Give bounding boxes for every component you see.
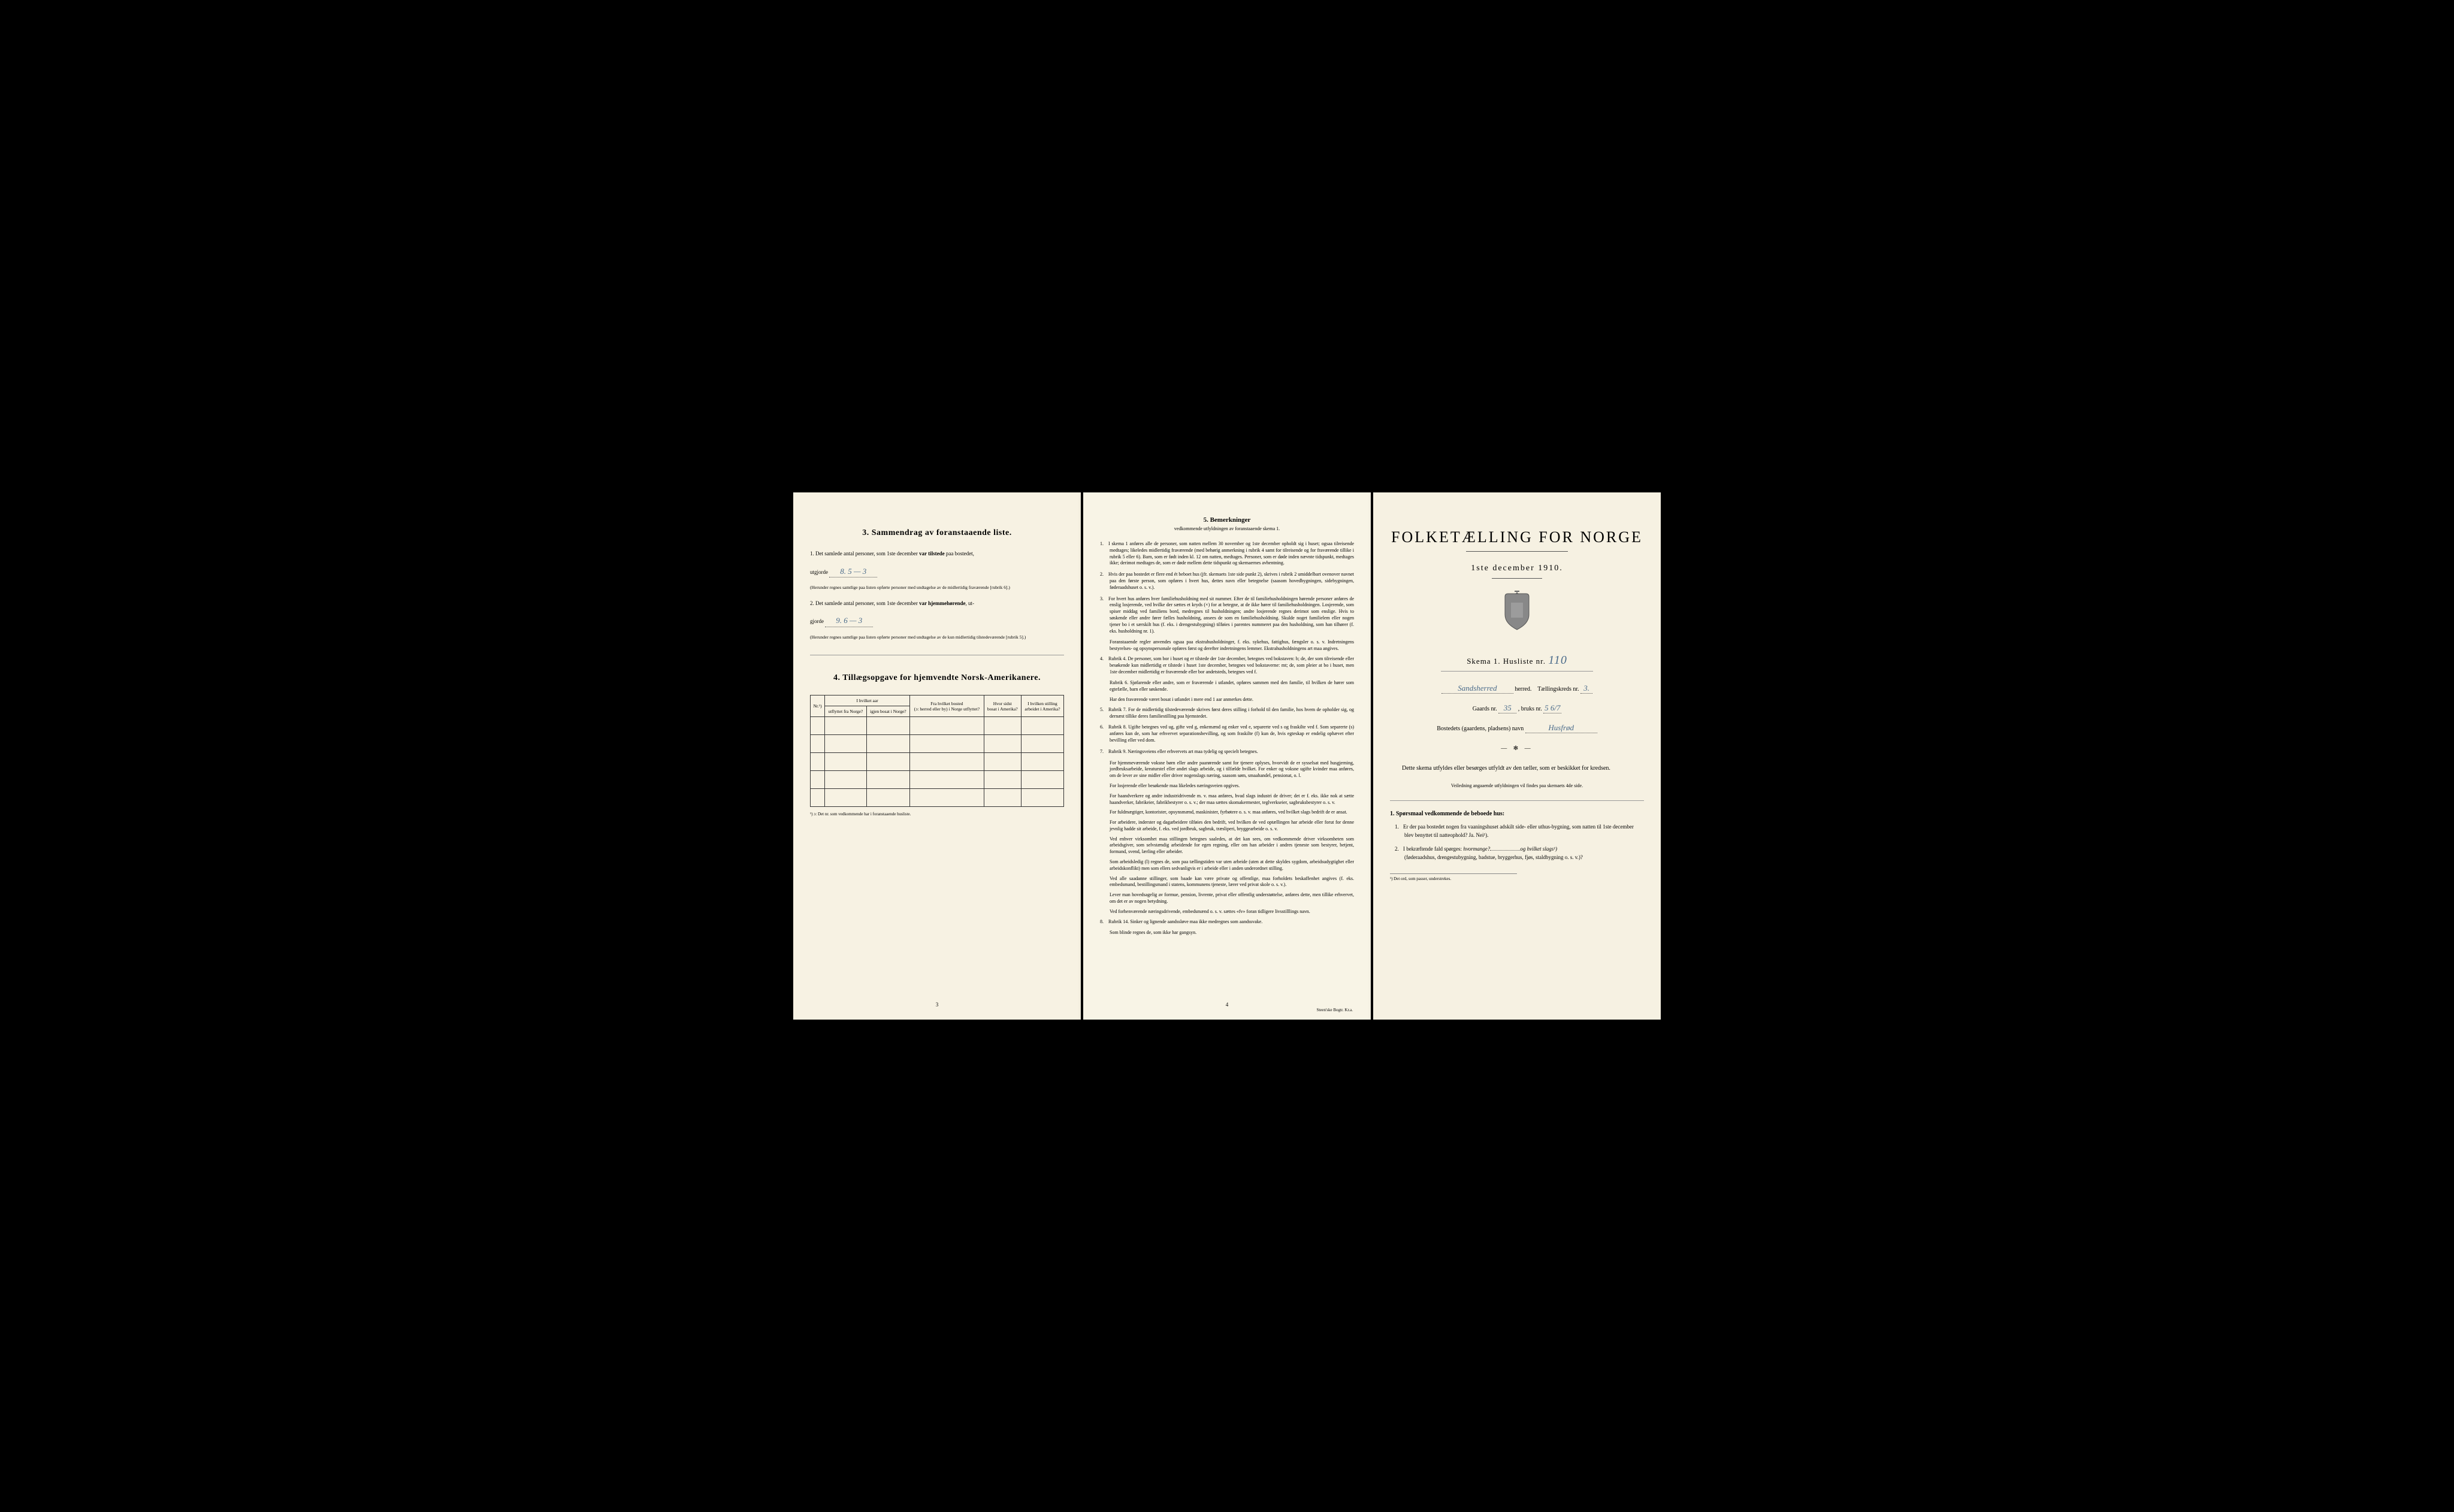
col-sidst: Hvor sidstbosat i Amerika? bbox=[984, 695, 1021, 717]
table-row bbox=[811, 717, 1064, 735]
coat-of-arms-icon bbox=[1390, 591, 1644, 636]
tilstede-value: 8. 5 — 3 bbox=[829, 566, 877, 578]
remark-item: 2.Hvis der paa bostedet er flere end ét … bbox=[1100, 571, 1354, 591]
remark-item: For hjemmeværende voksne børn eller andr… bbox=[1100, 760, 1354, 779]
col-utflyttet: utflyttet fra Norge? bbox=[825, 706, 867, 717]
remark-item: 7.Rubrik 9. Næringsveiens eller erhverve… bbox=[1100, 749, 1354, 755]
table-row bbox=[811, 789, 1064, 807]
table-row bbox=[811, 735, 1064, 753]
page-left: 3. Sammendrag av foranstaaende liste. 1.… bbox=[793, 492, 1081, 1020]
gaards-line: Gaards nr. 35 , bruks nr. 5 6/7 bbox=[1390, 703, 1644, 713]
remark-item: Rubrik 6. Sjøfarende eller andre, som er… bbox=[1100, 680, 1354, 693]
kreds-value: 3. bbox=[1580, 684, 1592, 694]
remarks-list: 1.I skema 1 anføres alle de personer, so… bbox=[1100, 541, 1354, 936]
remark-item: Ved forhenværende næringsdrivende, embed… bbox=[1100, 909, 1354, 915]
col-stilling: I hvilken stillingarbeidet i Amerika? bbox=[1021, 695, 1063, 717]
table-footnote: ¹) ɔ: Det nr. som vedkommende har i fora… bbox=[810, 812, 1064, 817]
printer-credit: Steen'ske Bogtr. Kr.a. bbox=[1316, 1008, 1353, 1012]
col-bosted: Fra hvilket bosted(ɔ: herred eller by) i… bbox=[910, 695, 984, 717]
remark-item: For arbeidere, inderster og dagarbeidere… bbox=[1100, 819, 1354, 833]
questions-section: 1. Spørsmaal vedkommende de beboede hus:… bbox=[1390, 811, 1644, 861]
remark-item: For fuldmægtiger, kontorister, opsynsmæn… bbox=[1100, 809, 1354, 816]
schema-line: Skema 1. Husliste nr. 110 bbox=[1390, 654, 1644, 667]
page-number-3: 3 bbox=[936, 1002, 939, 1008]
question-heading: 1. Spørsmaal vedkommende de beboede hus: bbox=[1390, 811, 1644, 817]
remark-item: Som blinde regnes de, som ikke har gangs… bbox=[1100, 930, 1354, 936]
remark-item: For losjerende eller besøkende maa likel… bbox=[1100, 783, 1354, 790]
item-2-note: (Herunder regnes samtlige paa listen opf… bbox=[810, 634, 1064, 641]
utgjorde-1: utgjorde 8. 5 — 3 bbox=[810, 566, 1064, 578]
remark-item: 8.Rubrik 14. Sinker og lignende aandsslø… bbox=[1100, 919, 1354, 926]
remark-item: 3.For hvert hus anføres hver familiehush… bbox=[1100, 596, 1354, 635]
remark-item: Foranstaaende regler anvendes ogsaa paa … bbox=[1100, 639, 1354, 652]
remark-item: 6.Rubrik 8. Ugifte betegnes ved ug, gift… bbox=[1100, 724, 1354, 743]
remark-item: 1.I skema 1 anføres alle de personer, so… bbox=[1100, 541, 1354, 567]
bosted-line: Bostedets (gaardens, pladsens) navn Husf… bbox=[1390, 723, 1644, 733]
col-bosat: igjen bosat i Norge? bbox=[866, 706, 909, 717]
bosted-value: Husfrød bbox=[1525, 723, 1597, 733]
ornament-icon: — ✻ — bbox=[1390, 745, 1644, 752]
item-2: 2. Det samlede antal personer, som 1ste … bbox=[810, 600, 1064, 608]
herred-line: Sandsherred herred. Tællingskreds nr. 3. bbox=[1390, 684, 1644, 694]
section-5-title: 5. Bemerkninger bbox=[1100, 516, 1354, 524]
main-title: FOLKETÆLLING FOR NORGE bbox=[1390, 528, 1644, 546]
remark-item: Lever man hovedsagelig av formue, pensio… bbox=[1100, 892, 1354, 905]
question-1: 1.Er der paa bostedet nogen fra vaanings… bbox=[1390, 823, 1644, 839]
tillegg-table: Nr.¹) I hvilket aar Fra hvilket bosted(ɔ… bbox=[810, 695, 1064, 807]
document-pages: 3. Sammendrag av foranstaaende liste. 1.… bbox=[793, 492, 1661, 1020]
section-4-title: 4. Tillægsopgave for hjemvendte Norsk-Am… bbox=[810, 673, 1064, 683]
item-1: 1. Det samlede antal personer, som 1ste … bbox=[810, 550, 1064, 558]
census-date: 1ste december 1910. bbox=[1390, 564, 1644, 573]
section-3-title: 3. Sammendrag av foranstaaende liste. bbox=[810, 528, 1064, 538]
question-2: 2.I bekræftende fald spørges: hvormange?… bbox=[1390, 845, 1644, 861]
item-1-note: (Herunder regnes samtlige paa listen opf… bbox=[810, 585, 1064, 591]
remark-item: Som arbeidsledig (l) regnes de, som paa … bbox=[1100, 859, 1354, 872]
husliste-nr: 110 bbox=[1548, 654, 1567, 667]
remark-item: 4.Rubrik 4. De personer, som bor i huset… bbox=[1100, 656, 1354, 675]
remark-item: For haandverkere og andre industridriven… bbox=[1100, 793, 1354, 806]
herred-value: Sandsherred bbox=[1441, 684, 1513, 694]
col-nr: Nr.¹) bbox=[811, 695, 825, 717]
guidance-note: Veiledning angaaende utfyldningen vil fi… bbox=[1390, 783, 1644, 788]
remark-item: Ved enhver virksomhet maa stillingen bet… bbox=[1100, 836, 1354, 855]
col-aar: I hvilket aar bbox=[825, 695, 910, 706]
page-number-4: 4 bbox=[1226, 1002, 1229, 1008]
remark-item: Ved alle saadanne stillinger, som baade … bbox=[1100, 876, 1354, 889]
section-5-subtitle: vedkommende utfyldningen av foranstaaend… bbox=[1100, 526, 1354, 531]
page-middle: 5. Bemerkninger vedkommende utfyldningen… bbox=[1083, 492, 1371, 1020]
remark-item: Har den fraværende været bosat i utlande… bbox=[1100, 697, 1354, 703]
table-row bbox=[811, 771, 1064, 789]
table-row bbox=[811, 753, 1064, 771]
gaards-value: 35 bbox=[1498, 703, 1516, 713]
remark-item: 5.Rubrik 7. For de midlertidig tilstedev… bbox=[1100, 707, 1354, 720]
page-right: FOLKETÆLLING FOR NORGE 1ste december 191… bbox=[1373, 492, 1661, 1020]
hjemme-value: 9. 6 — 3 bbox=[825, 615, 873, 627]
footnote-3: ¹) Det ord, som passer, understrekes. bbox=[1390, 873, 1517, 881]
utgjorde-2: gjorde 9. 6 — 3 bbox=[810, 615, 1064, 627]
filling-instruction: Dette skema utfyldes eller besørges utfy… bbox=[1390, 764, 1644, 773]
bruks-value: 5 6/7 bbox=[1543, 703, 1561, 713]
